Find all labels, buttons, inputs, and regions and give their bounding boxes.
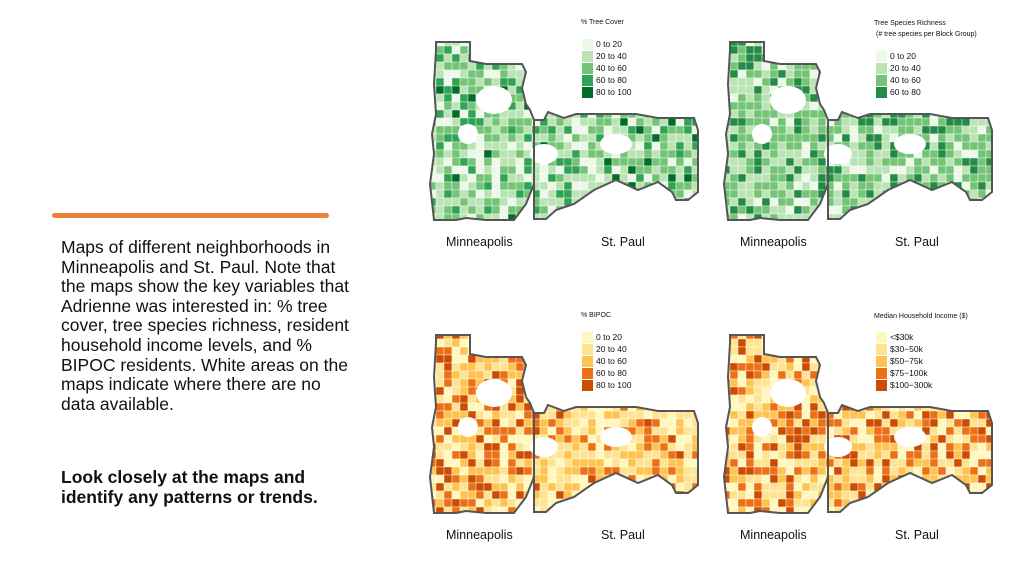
legend-swatch: [876, 331, 887, 343]
minneapolis-boundary: [722, 334, 829, 514]
legend: <$30k $30−50k $50−75k $75−100k $100−300k: [876, 331, 932, 391]
legend: 0 to 20 20 to 40 40 to 60 60 to 80: [876, 50, 921, 98]
legend-label: 80 to 100: [596, 380, 632, 390]
legend-title: % BIPOC: [581, 312, 611, 319]
legend-label: 40 to 60: [596, 63, 627, 73]
legend-label: <$30k: [890, 332, 914, 342]
legend-swatch: [876, 355, 887, 367]
legend-swatch: [582, 379, 593, 391]
choropleth-map-household-income: [722, 334, 993, 514]
legend-item: 0 to 20: [582, 38, 631, 50]
legend-swatch: [582, 74, 593, 86]
map-panel-bipoc: % BIPOC 0 to 20 20 to 40 40 to 60 60 to …: [426, 307, 716, 567]
legend-swatch: [582, 355, 593, 367]
block-group-cells: [430, 335, 698, 513]
legend-item: 20 to 40: [582, 50, 631, 62]
legend-title: Median Household Income ($): [874, 313, 968, 320]
minneapolis-boundary: [428, 334, 535, 514]
legend-title: % Tree Cover: [581, 19, 624, 26]
legend-swatch: [876, 343, 887, 355]
legend-item: 80 to 100: [582, 86, 631, 98]
st-paul-boundary: [533, 110, 699, 220]
map-panel-tree-cover: % Tree Cover 0 to 20 20 to 40 40 to 60 6…: [426, 14, 716, 274]
legend-swatch: [582, 331, 593, 343]
legend-swatch: [876, 379, 887, 391]
prompt-text: Look closely at the maps and identify an…: [61, 467, 318, 507]
legend-label: 0 to 20: [890, 51, 916, 61]
legend-label: 20 to 40: [596, 344, 627, 354]
city-label-minneapolis: Minneapolis: [446, 528, 513, 542]
legend-swatch: [582, 62, 593, 74]
block-group-cells: [724, 335, 992, 513]
legend-item: $30−50k: [876, 343, 932, 355]
legend-label: $30−50k: [890, 344, 923, 354]
minneapolis-boundary: [722, 41, 829, 221]
legend-item: <$30k: [876, 331, 932, 343]
legend-item: 0 to 20: [582, 331, 631, 343]
block-group-cells: [430, 42, 698, 220]
legend-swatch: [876, 86, 887, 98]
choropleth-map-species-richness: [722, 41, 993, 221]
city-label-minneapolis: Minneapolis: [446, 235, 513, 249]
legend-title: Tree Species Richness: [874, 20, 946, 27]
legend-item: 60 to 80: [582, 367, 631, 379]
st-paul-boundary: [827, 403, 993, 513]
block-group-cells: [724, 42, 992, 220]
legend-item: 80 to 100: [582, 379, 631, 391]
legend-label: 80 to 100: [596, 87, 632, 97]
legend-item: 40 to 60: [582, 62, 631, 74]
legend-swatch: [582, 367, 593, 379]
legend-label: 0 to 20: [596, 332, 622, 342]
legend-swatch: [876, 50, 887, 62]
legend-label: 40 to 60: [890, 75, 921, 85]
legend-item: 60 to 80: [876, 86, 921, 98]
st-paul-boundary: [533, 403, 699, 513]
legend-swatch: [876, 367, 887, 379]
legend-label: $50−75k: [890, 356, 923, 366]
legend-swatch: [582, 86, 593, 98]
legend-swatch: [876, 74, 887, 86]
legend-item: 20 to 40: [876, 62, 921, 74]
legend-item: $75−100k: [876, 367, 932, 379]
legend-subtitle: (# tree species per Block Group): [876, 31, 977, 38]
legend-item: 40 to 60: [582, 355, 631, 367]
choropleth-map-tree-cover: [428, 41, 699, 221]
minneapolis-boundary: [428, 41, 535, 221]
city-label-minneapolis: Minneapolis: [740, 235, 807, 249]
legend-label: 0 to 20: [596, 39, 622, 49]
legend-label: 60 to 80: [596, 368, 627, 378]
legend: 0 to 20 20 to 40 40 to 60 60 to 80 80 to…: [582, 38, 631, 98]
city-label-st-paul: St. Paul: [895, 528, 939, 542]
city-label-st-paul: St. Paul: [601, 235, 645, 249]
st-paul-boundary: [827, 110, 993, 220]
legend-item: 0 to 20: [876, 50, 921, 62]
choropleth-map-bipoc: [428, 334, 699, 514]
legend-label: 60 to 80: [596, 75, 627, 85]
legend-swatch: [582, 343, 593, 355]
city-label-minneapolis: Minneapolis: [740, 528, 807, 542]
legend-item: 20 to 40: [582, 343, 631, 355]
city-label-st-paul: St. Paul: [895, 235, 939, 249]
caption-text: Maps of different neighborhoods in Minne…: [61, 237, 349, 414]
legend-label: 20 to 40: [596, 51, 627, 61]
legend-label: $100−300k: [890, 380, 933, 390]
legend-item: 60 to 80: [582, 74, 631, 86]
legend-label: 40 to 60: [596, 356, 627, 366]
legend-item: $50−75k: [876, 355, 932, 367]
legend-swatch: [582, 50, 593, 62]
city-label-st-paul: St. Paul: [601, 528, 645, 542]
map-panel-household-income: Median Household Income ($) <$30k $30−50…: [720, 307, 1010, 567]
legend-label: 60 to 80: [890, 87, 921, 97]
accent-divider: [52, 213, 329, 218]
legend-label: $75−100k: [890, 368, 928, 378]
map-panel-species-richness: Tree Species Richness (# tree species pe…: [720, 14, 1010, 274]
legend-item: $100−300k: [876, 379, 932, 391]
legend-swatch: [582, 38, 593, 50]
legend-swatch: [876, 62, 887, 74]
legend-label: 20 to 40: [890, 63, 921, 73]
legend: 0 to 20 20 to 40 40 to 60 60 to 80 80 to…: [582, 331, 631, 391]
legend-item: 40 to 60: [876, 74, 921, 86]
